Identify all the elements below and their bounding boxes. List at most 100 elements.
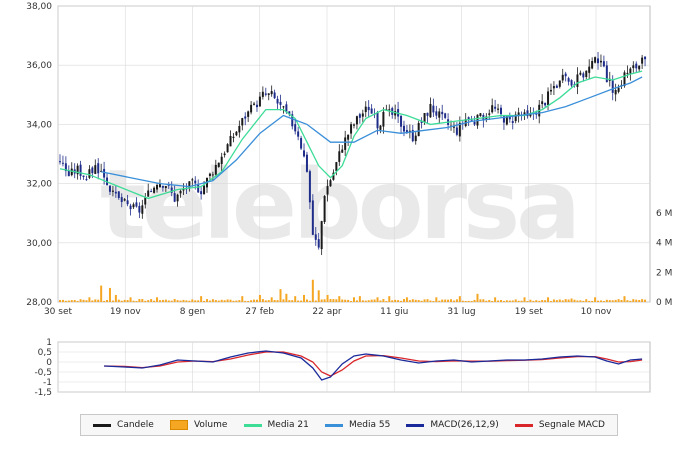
volume-bar <box>420 300 423 302</box>
candle-body <box>114 191 117 194</box>
volume-bar <box>335 299 338 302</box>
candle-body <box>411 129 414 142</box>
volume-bar <box>317 290 320 302</box>
candle-body <box>426 112 429 116</box>
candle-body <box>432 105 435 113</box>
candle-body <box>188 181 191 188</box>
legend-item[interactable]: Media 55 <box>324 420 390 430</box>
legend-swatch <box>406 423 425 427</box>
volume-bar <box>473 299 476 302</box>
candle-body <box>479 113 482 117</box>
candle-body <box>402 125 405 132</box>
volume-bar <box>644 299 647 302</box>
volume-bar <box>61 299 64 302</box>
volume-bar <box>376 297 379 302</box>
volume-bar <box>138 299 141 302</box>
candle-body <box>388 109 391 111</box>
candle-body <box>329 180 332 187</box>
date-tick-label: 30 set <box>44 307 73 317</box>
candle-body <box>623 72 626 87</box>
candle-body <box>452 126 455 128</box>
candle-body <box>91 167 94 174</box>
volume-bar <box>588 300 591 302</box>
legend-item[interactable]: Volume <box>169 420 228 430</box>
legend-item[interactable]: Media 21 <box>243 420 309 430</box>
volume-tick-label: 0 M <box>656 298 672 308</box>
candle-body <box>555 85 558 88</box>
candle-body <box>470 119 473 121</box>
volume-bar <box>176 300 179 302</box>
legend-item[interactable]: MACD(26,12,9) <box>406 420 499 430</box>
price-tick-label: 28,00 <box>26 298 52 308</box>
volume-bar <box>270 297 273 302</box>
volume-bar <box>264 300 267 302</box>
volume-bar <box>150 299 153 302</box>
volume-bar <box>247 300 250 302</box>
volume-bar <box>423 299 426 302</box>
volume-bar <box>532 300 535 302</box>
candle-body <box>156 184 159 190</box>
volume-bar <box>114 294 117 302</box>
volume-bar <box>91 300 94 302</box>
volume-bar <box>435 297 438 302</box>
volume-bar <box>470 301 473 302</box>
volume-bar <box>135 300 138 302</box>
legend-item[interactable]: Candele <box>93 420 154 430</box>
volume-bar <box>194 300 197 302</box>
candle-body <box>364 106 367 113</box>
candle-body <box>182 189 185 191</box>
candle-body <box>170 187 173 193</box>
macd-signal-line <box>104 351 643 377</box>
volume-bar <box>620 299 623 302</box>
candle-body <box>626 72 629 74</box>
volume-bar <box>479 299 482 302</box>
volume-bar <box>326 294 329 302</box>
candle-body <box>632 65 635 69</box>
volume-bar <box>208 300 211 302</box>
volume-bar <box>561 300 564 302</box>
volume-bar <box>441 299 444 302</box>
volume-bar <box>635 299 638 302</box>
candle-body <box>417 123 420 137</box>
volume-bar <box>394 299 397 302</box>
volume-bar <box>120 300 123 302</box>
price-tick-label: 30,00 <box>26 239 52 249</box>
volume-bar <box>505 300 508 302</box>
candle-body <box>502 116 505 123</box>
candle-body <box>544 102 547 106</box>
ma55-line <box>101 76 643 188</box>
volume-bar <box>179 300 182 302</box>
volume-bar <box>417 300 420 302</box>
candle-body <box>549 89 552 92</box>
candle-body <box>444 113 447 118</box>
volume-bar <box>170 300 173 302</box>
candle-body <box>229 135 232 147</box>
volume-bar <box>261 299 264 302</box>
volume-bar <box>611 300 614 302</box>
candle-body <box>220 156 223 165</box>
candle-body <box>179 190 182 194</box>
volume-bar <box>605 299 608 302</box>
date-tick-label: 10 nov <box>581 307 613 317</box>
legend-label: Media 21 <box>267 420 309 430</box>
volume-bar <box>467 300 470 302</box>
legend-label: Volume <box>193 420 228 430</box>
volume-bar <box>379 300 382 302</box>
candle-body <box>317 239 320 248</box>
volume-bar <box>173 298 176 302</box>
legend-item[interactable]: Segnale MACD <box>514 420 605 430</box>
volume-bar <box>200 296 203 302</box>
date-tick-label: 27 feb <box>245 307 274 317</box>
candle-body <box>264 93 267 95</box>
ma21-line <box>59 70 643 200</box>
candle-body <box>267 93 270 95</box>
candle-body <box>497 108 500 110</box>
volume-bar <box>273 300 276 302</box>
candle-body <box>594 57 597 63</box>
candle-body <box>164 186 167 189</box>
volume-bar <box>597 300 600 302</box>
candle-body <box>123 199 126 201</box>
volume-bar <box>497 300 500 302</box>
candle-body <box>541 101 544 105</box>
volume-bar <box>314 300 317 302</box>
